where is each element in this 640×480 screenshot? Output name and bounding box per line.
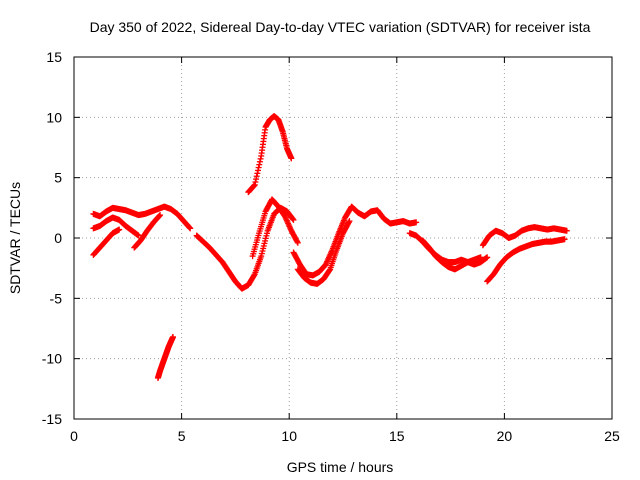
- series-arc-3: [90, 226, 123, 258]
- data-point: [290, 216, 297, 223]
- data-point: [288, 155, 295, 162]
- data-point: [477, 254, 484, 261]
- data-point: [458, 259, 471, 269]
- data-point: [342, 204, 354, 221]
- y-tick-label: -10: [42, 351, 62, 367]
- axis-ticks: 0 5 10 15 20 25 -15 -10 -5 0 5 10 15: [42, 49, 620, 444]
- data-point: [249, 232, 262, 260]
- series-arc-8: [249, 196, 301, 260]
- data-point: [122, 222, 135, 234]
- data-point: [142, 208, 154, 217]
- data-point: [116, 226, 123, 233]
- series-arc-13: [479, 224, 570, 249]
- data-point: [479, 233, 492, 249]
- series-arc-1: [90, 203, 194, 232]
- data-point: [135, 232, 142, 239]
- x-tick-label: 25: [604, 428, 620, 444]
- y-tick-label: 10: [46, 109, 62, 125]
- series-arc-2: [90, 214, 142, 239]
- series-arc-10: [294, 218, 353, 287]
- data-point: [144, 220, 156, 234]
- data-point: [258, 230, 271, 260]
- data-point: [256, 210, 268, 237]
- series-arc-11: [406, 230, 491, 268]
- y-tick-label: 15: [46, 49, 62, 65]
- data-point: [258, 126, 269, 159]
- data-point: [284, 145, 294, 161]
- series-arc-9: [290, 203, 420, 279]
- data-point: [251, 254, 264, 278]
- series-arc-4: [131, 212, 164, 251]
- y-axis-label: SDTVAR / TECUs: [7, 182, 23, 294]
- y-tick-label: -5: [50, 290, 63, 306]
- data-point: [413, 219, 420, 226]
- data-point: [169, 333, 176, 340]
- data-point: [245, 272, 258, 289]
- data-point: [563, 227, 570, 234]
- data-point: [327, 248, 339, 273]
- data-point: [281, 213, 294, 233]
- x-tick-label: 10: [281, 428, 297, 444]
- series-arc-12: [419, 237, 484, 273]
- data-point: [484, 254, 491, 261]
- data-point: [561, 236, 568, 243]
- data-point: [159, 356, 168, 368]
- series-arc-14: [484, 236, 568, 285]
- series-arc-6: [193, 204, 297, 292]
- y-tick-label: 0: [54, 230, 62, 246]
- chart-title: Day 350 of 2022, Sidereal Day-to-day VTE…: [90, 19, 591, 35]
- x-axis-label: GPS time / hours: [287, 459, 394, 475]
- series-arc-5: [154, 333, 176, 381]
- y-tick-label: 5: [54, 170, 62, 186]
- data-point: [279, 128, 290, 151]
- data-points: [90, 113, 570, 381]
- x-tick-label: 15: [389, 428, 405, 444]
- data-point: [90, 245, 103, 258]
- data-point: [157, 212, 164, 219]
- data-point: [510, 246, 522, 256]
- data-point: [346, 218, 353, 225]
- data-point: [275, 116, 286, 134]
- data-point: [187, 225, 194, 232]
- x-tick-label: 5: [178, 428, 186, 444]
- data-point: [167, 334, 176, 345]
- data-point: [294, 239, 301, 246]
- y-tick-label: -15: [42, 411, 62, 427]
- x-tick-label: 20: [497, 428, 513, 444]
- series-arc-7: [245, 113, 295, 196]
- data-point: [497, 255, 509, 268]
- x-tick-label: 0: [70, 428, 78, 444]
